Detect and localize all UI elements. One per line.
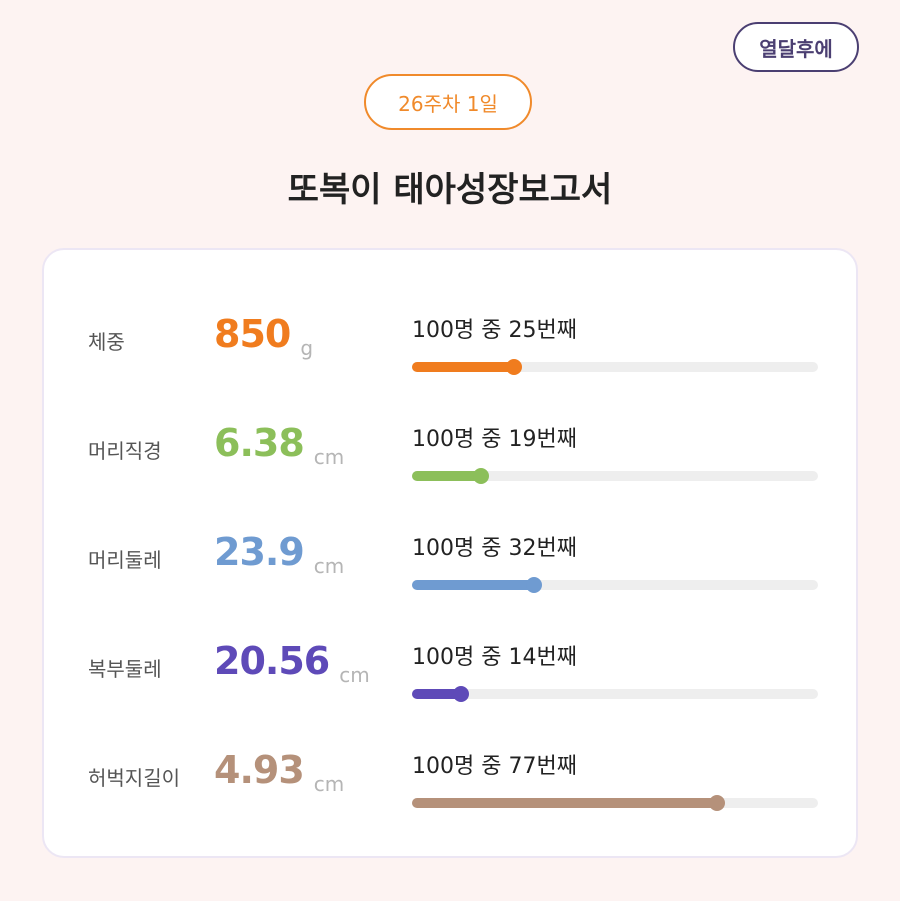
growth-report-card: 체중 850 g 100명 중 25번째 머리직경 6.38 cm 100명 중… bbox=[42, 248, 858, 858]
rank-text: 100명 중 77번째 bbox=[412, 754, 577, 779]
percentile-knob bbox=[709, 795, 725, 811]
percentile-bar bbox=[412, 686, 818, 702]
percentile-bar bbox=[412, 468, 818, 484]
percentile-knob bbox=[453, 686, 469, 702]
metric-row-abdominal-circumference: 복부둘레 20.56 cm 100명 중 14번째 bbox=[44, 639, 860, 729]
metric-value: 4.93 cm bbox=[214, 748, 344, 796]
week-badge: 26주차 1일 bbox=[364, 74, 532, 130]
metric-label: 머리둘레 bbox=[88, 548, 162, 572]
percentile-bar bbox=[412, 795, 818, 811]
percentile-fill bbox=[412, 580, 534, 590]
metric-number: 23.9 bbox=[214, 530, 305, 574]
metric-unit: cm bbox=[313, 772, 345, 796]
percentile-knob bbox=[526, 577, 542, 593]
rank-text: 100명 중 25번째 bbox=[412, 318, 577, 343]
percentile-fill bbox=[412, 689, 461, 699]
percentile-fill bbox=[412, 798, 717, 808]
metric-label: 머리직경 bbox=[88, 439, 162, 463]
rank-text: 100명 중 14번째 bbox=[412, 645, 577, 670]
rank-text: 100명 중 32번째 bbox=[412, 536, 577, 561]
percentile-knob bbox=[473, 468, 489, 484]
metric-number: 850 bbox=[214, 312, 291, 356]
metric-value: 850 g bbox=[214, 312, 313, 360]
percentile-bar bbox=[412, 359, 818, 375]
metric-number: 4.93 bbox=[214, 748, 305, 792]
page-title: 또복이 태아성장보고서 bbox=[287, 170, 613, 210]
metric-row-femur-length: 허벅지길이 4.93 cm 100명 중 77번째 bbox=[44, 748, 860, 838]
metric-number: 6.38 bbox=[214, 421, 305, 465]
metric-unit: g bbox=[300, 336, 314, 360]
metric-value: 23.9 cm bbox=[214, 530, 344, 578]
metric-row-head-circumference: 머리둘레 23.9 cm 100명 중 32번째 bbox=[44, 530, 860, 620]
percentile-fill bbox=[412, 362, 514, 372]
percentile-bar bbox=[412, 577, 818, 593]
metric-unit: cm bbox=[339, 663, 370, 687]
metric-label: 체중 bbox=[88, 330, 125, 354]
percentile-knob bbox=[506, 359, 522, 375]
metric-unit: cm bbox=[313, 554, 345, 578]
metric-label: 허벅지길이 bbox=[88, 766, 180, 790]
metric-row-weight: 체중 850 g 100명 중 25번째 bbox=[44, 312, 860, 402]
metric-row-head-diameter: 머리직경 6.38 cm 100명 중 19번째 bbox=[44, 421, 860, 511]
percentile-fill bbox=[412, 471, 481, 481]
metric-number: 20.56 bbox=[214, 639, 330, 683]
metric-unit: cm bbox=[313, 445, 345, 469]
metric-label: 복부둘레 bbox=[88, 657, 162, 681]
brand-logo-button[interactable]: 열달후에 bbox=[733, 22, 859, 72]
rank-text: 100명 중 19번째 bbox=[412, 427, 577, 452]
metric-value: 6.38 cm bbox=[214, 421, 344, 469]
metric-value: 20.56 cm bbox=[214, 639, 370, 687]
